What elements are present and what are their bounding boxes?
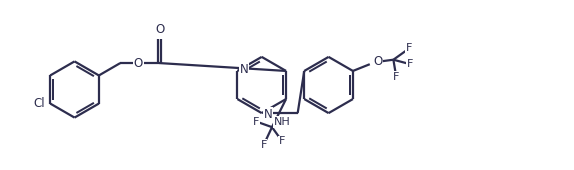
Text: O: O	[155, 23, 164, 36]
Text: F: F	[279, 136, 285, 146]
Text: Cl: Cl	[33, 97, 45, 110]
Text: F: F	[393, 72, 400, 82]
Text: N: N	[264, 108, 273, 121]
Text: F: F	[406, 44, 412, 54]
Text: O: O	[373, 55, 382, 69]
Text: F: F	[261, 140, 267, 150]
Text: NH: NH	[274, 117, 290, 127]
Text: N: N	[239, 63, 249, 76]
Text: F: F	[253, 116, 259, 126]
Text: O: O	[134, 57, 143, 70]
Text: F: F	[407, 59, 413, 69]
